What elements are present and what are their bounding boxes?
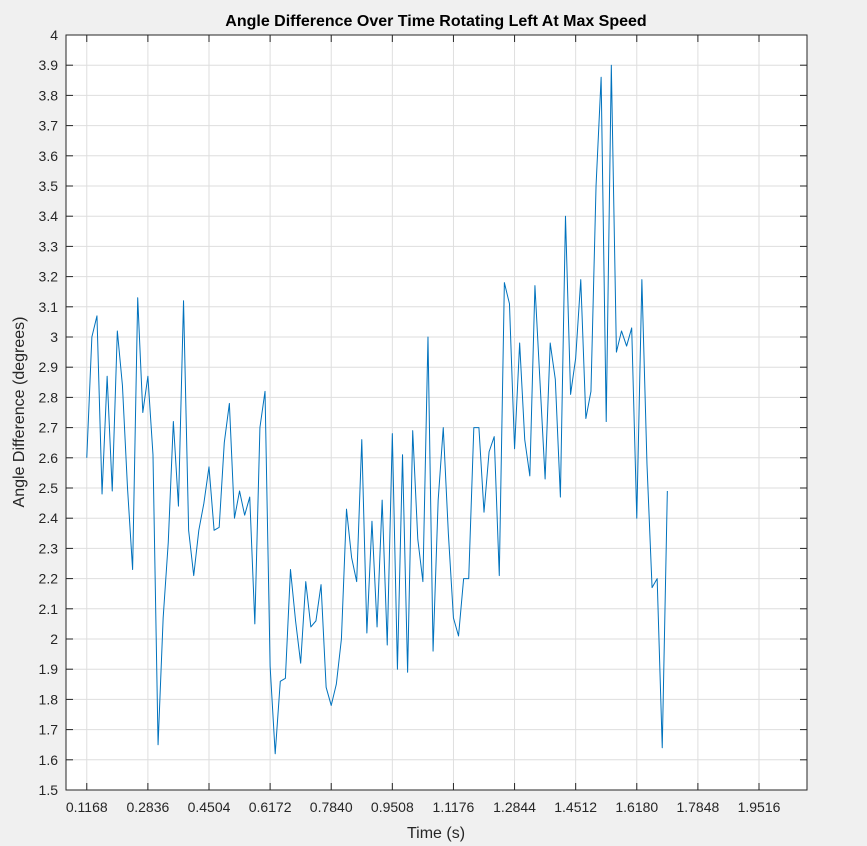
y-tick-label: 3.2 [39,269,59,285]
y-tick-label: 2.1 [39,601,59,617]
y-tick-label: 2.3 [39,540,59,556]
x-tick-label: 1.6180 [615,799,658,815]
y-tick-label: 2 [50,631,58,647]
y-tick-label: 3.5 [39,178,59,194]
y-tick-label: 3.3 [39,238,59,254]
plot-area [66,35,807,790]
y-tick-label: 1.6 [39,752,59,768]
y-tick-label: 3.6 [39,148,59,164]
ticks [66,34,807,791]
x-tick-label: 0.9508 [371,799,414,815]
series-line [86,64,668,755]
plot-frame [65,34,808,791]
x-tick-label: 0.7840 [310,799,353,815]
y-tick-label: 2.5 [39,480,59,496]
y-tick-label: 2.7 [39,420,59,436]
y-tick-label: 3 [50,329,58,345]
x-tick-label: 1.7848 [676,799,719,815]
y-tick-label: 2.4 [39,510,59,526]
x-tick-label: 1.2844 [493,799,536,815]
x-tick-labels: 0.1168 0.2836 0.4504 0.6172 0.7840 0.9508 1.11… [66,799,781,815]
x-axis-label: Time (s) [407,825,465,842]
y-tick-label: 1.5 [39,782,59,798]
x-tick-label: 1.9516 [738,799,781,815]
y-tick-label: 2.8 [39,389,59,405]
y-tick-label: 4 [50,27,58,43]
y-tick-labels: 1.5 1.6 1.7 1.8 1.9 2 2.1 2.2 2.3 2.4 2.5 2.6 2.7 2.8… [39,27,59,798]
y-tick-label: 2.9 [39,359,59,375]
y-tick-label: 1.9 [39,661,59,677]
y-tick-label: 2.6 [39,450,59,466]
x-tick-label: 0.1168 [66,799,108,815]
x-tick-label: 0.2836 [126,799,169,815]
y-tick-label: 1.7 [39,722,59,738]
y-tick-label: 1.8 [39,691,59,707]
x-tick-label: 1.4512 [554,799,597,815]
x-tick-label: 0.4504 [188,799,231,815]
y-tick-label: 3.7 [39,118,59,134]
y-tick-label: 3.1 [39,299,59,315]
y-tick-label: 3.8 [39,87,59,103]
y-axis-label: Angle Difference (degrees) [11,317,28,508]
chart-title: Angle Difference Over Time Rotating Left… [225,13,646,30]
x-tick-label: 0.6172 [249,799,292,815]
y-tick-label: 2.2 [39,571,59,587]
y-tick-label: 3.4 [39,208,59,224]
x-tick-label: 1.1176 [433,799,475,815]
y-tick-label: 3.9 [39,57,59,73]
